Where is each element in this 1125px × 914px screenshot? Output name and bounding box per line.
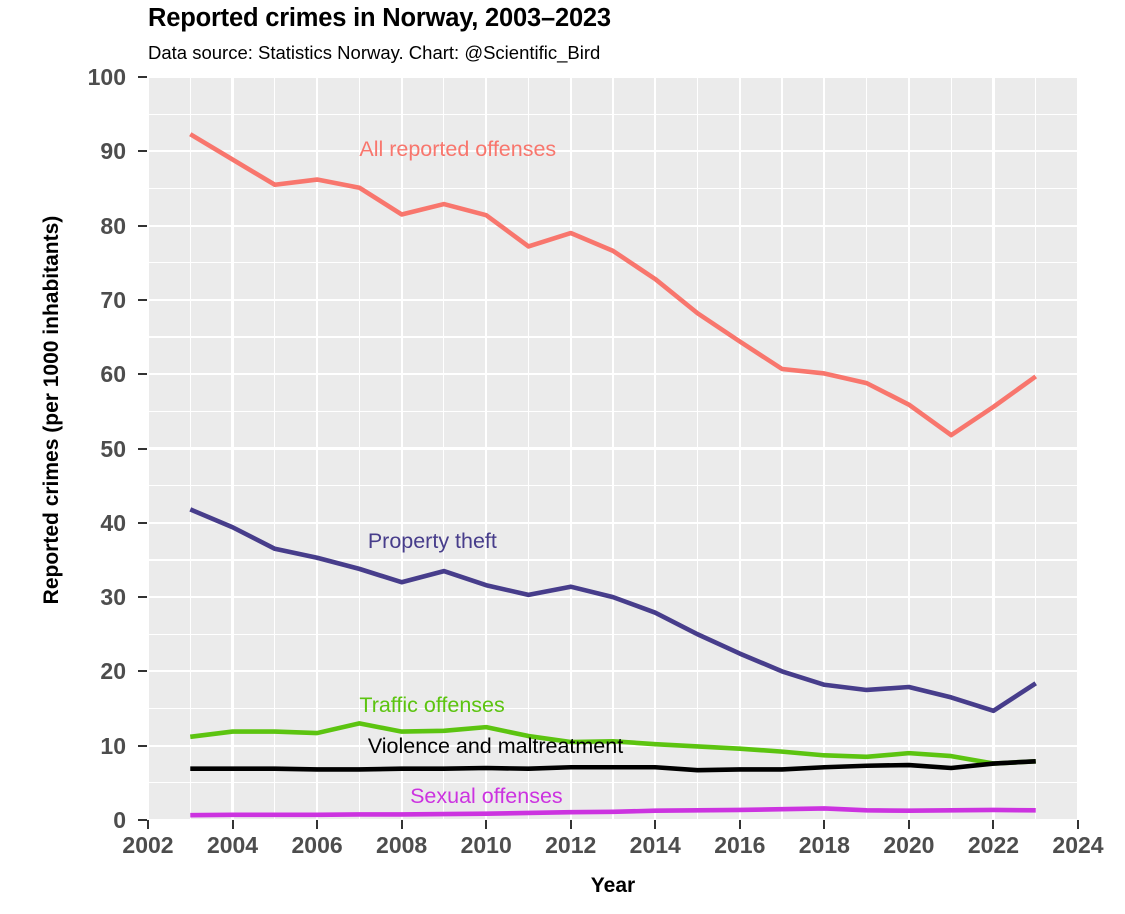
plot-panel: All reported offenses Property theft Traff… (148, 77, 1078, 820)
x-tick-label: 2016 (714, 832, 766, 858)
y-tick-mark (138, 819, 147, 821)
gridline-x-minor (1035, 77, 1037, 820)
x-axis-tick-labels: 2002 2004 2006 2008 2010 2012 2014 2016 2018 2020… (122, 820, 1104, 880)
x-tick-label: 2008 (376, 832, 428, 858)
gridline-x-major (823, 77, 826, 820)
gridline-x-minor (527, 77, 530, 820)
y-tick-mark (138, 298, 147, 301)
x-tick-label: 2020 (883, 832, 935, 858)
x-tick-mark (316, 820, 319, 829)
y-tick-label: 60 (100, 361, 126, 388)
y-tick-label: 70 (100, 286, 126, 313)
gridline-x-major (1076, 77, 1078, 820)
x-tick-mark (1077, 820, 1079, 829)
gridline-x-minor (358, 77, 360, 820)
y-tick-mark (138, 373, 147, 376)
series-line-all-reported-offenses (189, 132, 1038, 438)
gridline-x-major (654, 77, 657, 820)
x-tick-mark (569, 820, 572, 829)
x-tick-label: 2022 (967, 832, 1020, 858)
series-line-sexual-offenses (190, 806, 1036, 818)
gridline-x-major (738, 77, 741, 820)
gridline-x-minor (189, 77, 191, 820)
y-tick-label: 10 (100, 732, 126, 759)
gridline-x-minor (866, 77, 868, 820)
y-tick-mark (138, 150, 147, 153)
y-tick-label: 80 (100, 212, 126, 239)
x-tick-mark (147, 820, 149, 829)
x-tick-mark (485, 820, 488, 829)
chart-title: Reported crimes in Norway, 2003–2023 (148, 4, 611, 32)
gridline-x-major (992, 77, 995, 820)
x-tick-mark (400, 820, 403, 829)
y-tick-mark (138, 521, 147, 524)
series-line-violence-and-maltreatment (190, 759, 1036, 773)
y-tick-label: 30 (100, 584, 126, 611)
x-tick-mark (738, 820, 741, 829)
x-tick-label: 2018 (798, 832, 850, 858)
x-tick-label: 2012 (545, 832, 597, 858)
gridline-x-minor (950, 77, 952, 820)
y-axis-tick-marks (0, 76, 150, 821)
series-line-traffic-offenses (189, 721, 1036, 766)
gridline-x-minor (274, 77, 276, 820)
gridline-x-major (148, 77, 150, 820)
x-axis-title: Year (590, 874, 636, 897)
gridline-x-major (485, 77, 488, 820)
x-tick-label: 2004 (206, 832, 259, 858)
x-tick-label: 2006 (291, 832, 343, 858)
x-tick-mark (992, 820, 995, 829)
y-tick-mark (138, 76, 147, 78)
y-tick-mark (138, 744, 147, 747)
chart-subtitle: Data source: Statistics Norway. Chart: @… (148, 42, 601, 63)
y-tick-mark (138, 224, 147, 227)
y-tick-label: 40 (100, 509, 126, 536)
y-tick-mark (138, 596, 147, 599)
gridline-x-major (231, 77, 234, 820)
y-tick-mark (138, 670, 147, 673)
x-tick-mark (654, 820, 657, 829)
y-tick-label: 50 (100, 435, 126, 462)
y-tick-label: 20 (100, 658, 126, 685)
x-tick-label: 2024 (1052, 832, 1104, 858)
gridline-x-minor (696, 77, 699, 820)
gridline-x-major (315, 77, 319, 820)
x-tick-mark (231, 820, 234, 829)
y-tick-mark (138, 447, 147, 450)
y-axis-tick-labels: 0 10 20 30 40 50 60 70 80 90 100 (0, 66, 126, 832)
gridline-x-major (569, 77, 572, 820)
x-tick-mark (907, 820, 910, 829)
y-tick-label: 100 (87, 64, 126, 90)
x-tick-label: 2002 (122, 832, 174, 858)
x-tick-label: 2014 (629, 832, 681, 858)
gridline-x-minor (612, 77, 614, 820)
series-lines (189, 132, 1038, 818)
x-tick-label: 2010 (460, 832, 512, 858)
gridline-x-major (907, 77, 910, 820)
x-tick-mark (823, 820, 826, 829)
gridline-x-major (400, 77, 403, 820)
y-tick-label: 0 (113, 807, 126, 833)
series-line-property-theft (189, 507, 1037, 714)
gridline-x-minor (781, 77, 783, 820)
gridline-x-minor (443, 77, 445, 820)
y-tick-label: 90 (100, 138, 126, 165)
